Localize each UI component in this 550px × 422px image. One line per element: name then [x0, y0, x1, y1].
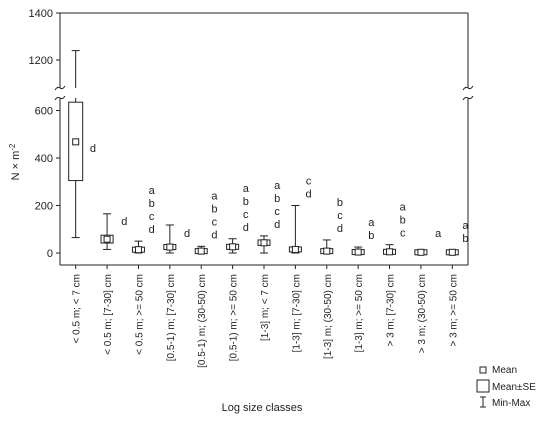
box-group-2: [100, 213, 114, 250]
mean-marker-1: [72, 138, 80, 146]
x-tick-label-7: [1-3] m; < 7 cm: [260, 274, 271, 341]
letter-11-c: c: [400, 228, 406, 240]
mean-marker-3: [134, 246, 142, 254]
letter-7-d: d: [274, 219, 280, 231]
letter-2-d: d: [121, 216, 127, 228]
x-tick-label-13: > 3 m; >= 50 cm: [448, 274, 459, 347]
letter-3-a: a: [149, 185, 156, 197]
box-group-7: [257, 235, 271, 254]
axis-break-mark-right-0: [462, 85, 474, 91]
mean-marker-9: [323, 247, 331, 255]
letter-11-a: a: [400, 202, 407, 214]
letter-3-d: d: [149, 224, 155, 236]
mean-marker-2: [103, 235, 111, 243]
box-group-11: [383, 244, 397, 256]
x-tick-label-2: < 0.5 m; [7-30] cm: [103, 274, 114, 355]
letter-6-b: b: [243, 196, 249, 208]
letter-9-d: d: [337, 223, 343, 235]
box-group-3: [131, 240, 145, 254]
x-tick-label-11: > 3 m; [7-30] cm: [386, 274, 397, 347]
x-tick-label-1: < 0.5 m; < 7 cm: [72, 274, 83, 343]
y-axis: 0 200 400 600 1200 1400: [29, 8, 60, 260]
letter-5-c: c: [212, 216, 218, 228]
letter-6-a: a: [243, 183, 250, 195]
y-tick-label-400: 400: [35, 153, 53, 165]
mean-marker-10: [354, 248, 362, 256]
x-tick-label-10: [1-3] m; >= 50 cm: [354, 274, 365, 352]
letter-8-d: d: [306, 189, 312, 201]
letter-13-b: b: [462, 233, 468, 245]
letter-1-d: d: [90, 143, 96, 155]
mean-marker-4: [166, 243, 174, 251]
legend-se-label: Mean±SE: [492, 382, 536, 393]
letter-13-a: a: [462, 220, 469, 232]
box-group-13: [445, 248, 459, 256]
letter-7-c: c: [274, 206, 280, 218]
mean-marker-5: [197, 247, 205, 255]
legend-mean-label: Mean: [492, 365, 517, 376]
letter-3-c: c: [149, 211, 155, 223]
box-group-8: [288, 205, 302, 254]
mean-marker-11: [386, 248, 394, 256]
x-tick-label-5: [0.5-1) m; (30-50) cm: [197, 274, 208, 368]
letter-8-c: c: [306, 176, 312, 188]
y-tick-label-200: 200: [35, 201, 53, 213]
letter-12-a: a: [435, 228, 442, 240]
letter-3-b: b: [149, 198, 155, 210]
y-tick-label-1400: 1400: [29, 8, 53, 20]
x-tick-label-12: > 3 m; (30-50) cm: [417, 274, 428, 353]
x-tick-label-3: < 0.5 m; >= 50 cm: [134, 274, 145, 355]
letter-6-c: c: [243, 209, 249, 221]
mean-marker-8: [291, 245, 299, 253]
box-group-4: [163, 224, 177, 254]
axis-break-mark-left-0: [54, 85, 66, 91]
letter-11-b: b: [400, 215, 406, 227]
letter-7-a: a: [274, 180, 281, 192]
y-axis-label: N × m-2: [8, 143, 22, 180]
legend-mean-swatch: [479, 366, 487, 374]
axis-break-gap-right: [464, 88, 472, 98]
letter-9-b: b: [337, 197, 343, 209]
letter-4-d: d: [184, 228, 190, 240]
x-tick-label-6: [0.5-1) m; >= 50 cm: [229, 274, 240, 361]
letter-7-b: b: [274, 193, 280, 205]
letter-5-d: d: [211, 229, 217, 241]
mean-marker-6: [229, 243, 237, 251]
letter-5-a: a: [211, 190, 218, 202]
box-group-9: [320, 239, 334, 255]
box-group-5: [194, 245, 208, 255]
x-tick-label-9: [1-3] m; (30-50) cm: [323, 274, 334, 359]
letter-6-d: d: [243, 222, 249, 234]
axis-break-mark-left-1: [54, 95, 66, 101]
letter-10-a: a: [368, 217, 375, 229]
mean-marker-7: [260, 239, 268, 247]
x-tick-label-8: [1-3] m; [7-30] cm: [291, 274, 302, 352]
x-tick-label-4: [0.5-1) m; [7-30] cm: [166, 274, 177, 361]
axis-break-mark-right-1: [462, 95, 474, 101]
y-tick-label-600: 600: [35, 106, 53, 118]
mean-marker-12: [417, 248, 425, 256]
letter-9-c: c: [337, 210, 343, 222]
legend-minmax-label: Min-Max: [492, 398, 530, 409]
box-group-12: [414, 248, 428, 256]
y-tick-label-0: 0: [47, 248, 53, 260]
legend-se-swatch: [476, 379, 490, 393]
box-group-6: [226, 238, 240, 254]
legend: Mean Mean±SE Min-Max: [476, 365, 536, 409]
boxes: [68, 50, 459, 256]
y-tick-label-1200: 1200: [29, 55, 53, 67]
letter-10-b: b: [368, 230, 374, 242]
plot-frame: [54, 12, 474, 266]
box-group-1: [68, 50, 84, 239]
box-group-10: [351, 246, 365, 256]
letter-5-b: b: [211, 203, 217, 215]
x-axis: < 0.5 m; < 7 cm < 0.5 m; [7-30] cm < 0.5 m…: [72, 265, 459, 368]
mean-marker-13: [448, 248, 456, 256]
x-axis-label: Log size classes: [222, 402, 303, 414]
